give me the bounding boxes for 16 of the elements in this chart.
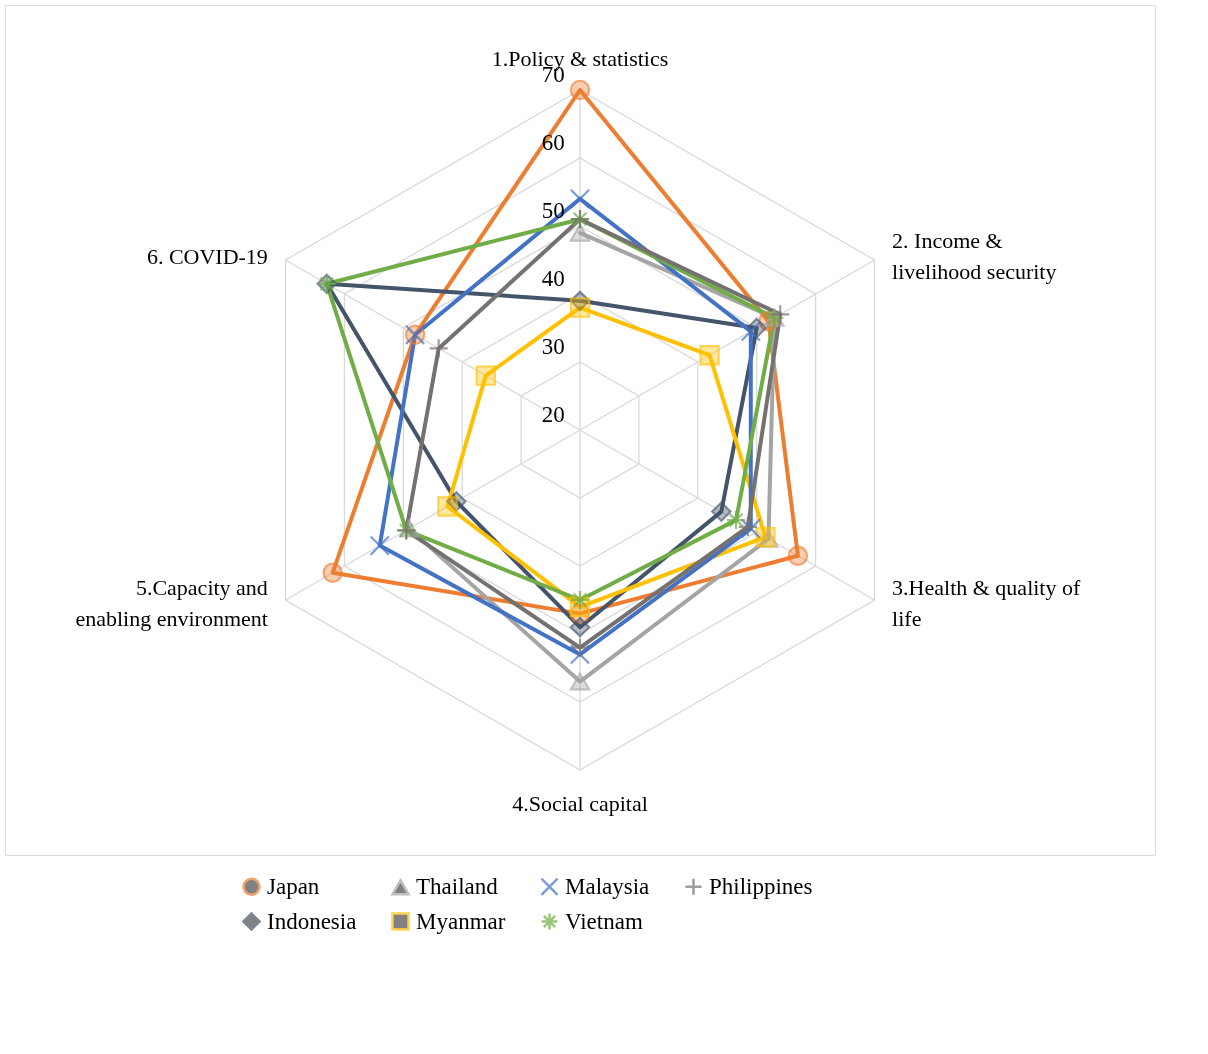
legend-label: Thailand [416, 874, 499, 900]
legend-label: Japan [267, 873, 320, 899]
spoke-label: 4.Social capital [512, 791, 648, 816]
y-tick-label: 20 [541, 401, 565, 427]
legend-label: Indonesia [267, 908, 357, 934]
spoke-label: 6. COVID-19 [146, 243, 268, 269]
spoke-label: 2. Income & livelihood security [892, 228, 1057, 285]
legend-label: Malaysia [565, 873, 650, 899]
legend-label: Myanmar [416, 908, 506, 934]
spoke-label: 5.Capacity and enabling environment [75, 575, 268, 632]
y-tick-label: 50 [541, 197, 565, 223]
y-tick-label: 40 [541, 265, 565, 291]
legend-label: Vietnam [565, 908, 643, 934]
y-tick-label: 30 [541, 333, 565, 359]
spoke-label: 3.Health & quality of life [892, 575, 1081, 632]
legend-label: Philippines [709, 873, 813, 899]
